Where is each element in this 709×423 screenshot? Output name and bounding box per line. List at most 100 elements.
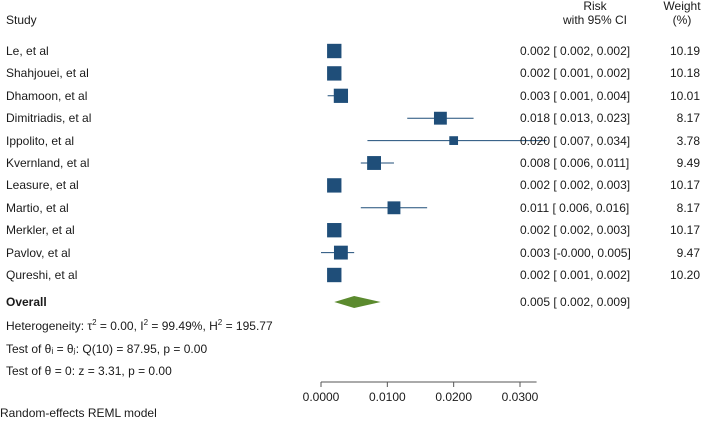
study-marker	[333, 88, 349, 103]
test-theta-0: Test of θ = 0: z = 3.31, p = 0.00	[6, 364, 172, 378]
study-ci-high: 0.003	[596, 223, 627, 238]
study-ci-high: 0.005	[597, 245, 628, 260]
study-ci-low: -0.000	[556, 245, 591, 260]
study-marker	[367, 156, 381, 170]
heterogeneity-stats: Heterogeneity: τ2 = 0.00, I2 = 99.49%, H…	[6, 318, 273, 334]
study-risk-ci: 0.008 [ 0.006, 0.011]	[520, 156, 630, 170]
x-tick-label: 0.0300	[502, 390, 539, 404]
tau-squared-value: = 0.00, I	[96, 319, 144, 333]
study-weight: 9.47	[676, 245, 700, 260]
study-marker	[333, 245, 348, 260]
study-risk-ci: 0.018 [ 0.013, 0.023]	[520, 111, 631, 126]
study-weight: 8.17	[676, 200, 700, 215]
study-ci-low: 0.013	[560, 111, 591, 126]
study-name: Le, et al	[6, 44, 49, 58]
model-note: Random-effects REML model	[0, 406, 157, 420]
study-risk-ci: 0.002 [ 0.001, 0.002]	[520, 268, 631, 282]
study-ci-high: 0.002	[596, 44, 627, 58]
study-name: Pavlov, et al	[6, 245, 71, 260]
study-risk-ci: 0.002 [ 0.002, 0.003]	[520, 223, 631, 238]
study-name: Ippolito, et al	[6, 133, 75, 148]
study-risk-value: 0.002	[520, 44, 551, 58]
study-weight: 10.19	[669, 44, 700, 58]
study-ci-high: 0.023	[596, 111, 627, 126]
study-weight: 10.20	[669, 268, 700, 282]
study-ci-high: 0.016	[595, 200, 626, 215]
study-risk-value: 0.002	[520, 66, 551, 81]
study-weight: 8.17	[676, 111, 700, 126]
study-weight: 10.18	[669, 66, 700, 81]
study-risk-ci: 0.002 [ 0.002, 0.002]	[520, 44, 631, 58]
study-marker	[327, 223, 342, 238]
study-marker	[433, 111, 447, 125]
h-squared-sup: 2	[217, 318, 223, 327]
study-name: Leasure, et al	[6, 178, 79, 193]
overall-label: Overall	[6, 295, 47, 309]
study-risk-value: 0.003	[520, 245, 551, 260]
study-risk-value: 0.011	[520, 200, 550, 215]
study-risk-ci: 0.002 [ 0.002, 0.003]	[520, 178, 631, 193]
study-column-header: Study	[6, 13, 37, 27]
study-name: Shahjouei, et al	[6, 66, 89, 81]
study-risk-ci: 0.003 [-0.000, 0.005]	[520, 245, 631, 260]
study-risk-value: 0.002	[520, 268, 551, 282]
study-risk-ci: 0.011 [ 0.006, 0.016]	[520, 200, 630, 215]
study-ci-high: 0.011	[596, 156, 626, 170]
study-risk-value: 0.018	[520, 111, 551, 126]
study-ci-high: 0.002	[596, 66, 627, 81]
study-ci-high: 0.002	[596, 268, 627, 282]
risk-column-header-line2: with 95% CI	[562, 13, 628, 27]
study-weight: 10.01	[669, 88, 700, 103]
overall-risk-value: 0.005	[520, 295, 551, 309]
x-tick-label: 0.0100	[369, 390, 406, 404]
study-risk-value: 0.008	[520, 156, 551, 170]
study-risk-value: 0.002	[520, 223, 551, 238]
study-name: Martio, et al	[6, 200, 69, 215]
study-marker	[327, 267, 342, 283]
heterogeneity-prefix: Heterogeneity: τ	[6, 319, 93, 333]
study-ci-low: 0.001	[560, 88, 591, 103]
study-risk-ci: 0.020 [ 0.007, 0.034]	[520, 133, 631, 148]
study-ci-low: 0.006	[559, 200, 590, 215]
study-name: Dhamoon, et al	[6, 88, 88, 103]
study-weight: 3.78	[676, 133, 700, 148]
study-weight: 10.17	[669, 178, 700, 193]
overall-risk: 0.005 [ 0.002, 0.009]	[520, 295, 631, 309]
study-weight: 9.49	[676, 156, 700, 170]
study-marker	[327, 43, 342, 59]
i-squared-sup: 2	[143, 318, 149, 327]
study-risk-ci: 0.003 [ 0.001, 0.004]	[520, 88, 631, 103]
study-ci-high: 0.003	[596, 178, 627, 193]
study-weight: 10.17	[669, 223, 700, 238]
study-ci-high: 0.004	[596, 88, 627, 103]
study-ci-low: 0.001	[560, 66, 591, 81]
overall-diamond	[334, 296, 381, 308]
study-name: Merkler, et al	[6, 223, 75, 238]
x-tick-label: 0.0200	[435, 390, 472, 404]
study-marker	[327, 178, 342, 193]
study-marker	[327, 66, 342, 81]
risk-column-header-line1: Risk	[583, 0, 607, 13]
tau-squared-sup: 2	[92, 318, 97, 327]
study-marker	[449, 136, 459, 145]
overall-ci-high: 0.009	[596, 295, 627, 309]
study-ci-low: 0.002	[560, 178, 591, 193]
weight-column-header-line2: (%)	[672, 13, 692, 27]
study-risk-value: 0.020	[520, 133, 551, 148]
study-name: Dimitriadis, et al	[6, 111, 92, 126]
study-name: Kvernland, et al	[6, 156, 90, 170]
study-ci-low: 0.001	[560, 268, 591, 282]
study-ci-low: 0.007	[560, 133, 591, 148]
study-risk-value: 0.002	[520, 178, 551, 193]
h-squared-value: = 195.77	[222, 319, 273, 333]
study-risk-ci: 0.002 [ 0.001, 0.002]	[520, 66, 631, 81]
study-ci-high: 0.034	[596, 133, 627, 148]
study-ci-low: 0.006	[560, 156, 591, 170]
study-risk-value: 0.003	[520, 88, 551, 103]
weight-column-header-line1: Weight	[663, 0, 701, 13]
overall-ci-low: 0.002	[560, 295, 591, 309]
study-ci-low: 0.002	[560, 44, 591, 58]
study-ci-low: 0.002	[560, 223, 591, 238]
x-tick-label: 0.0000	[303, 390, 340, 404]
